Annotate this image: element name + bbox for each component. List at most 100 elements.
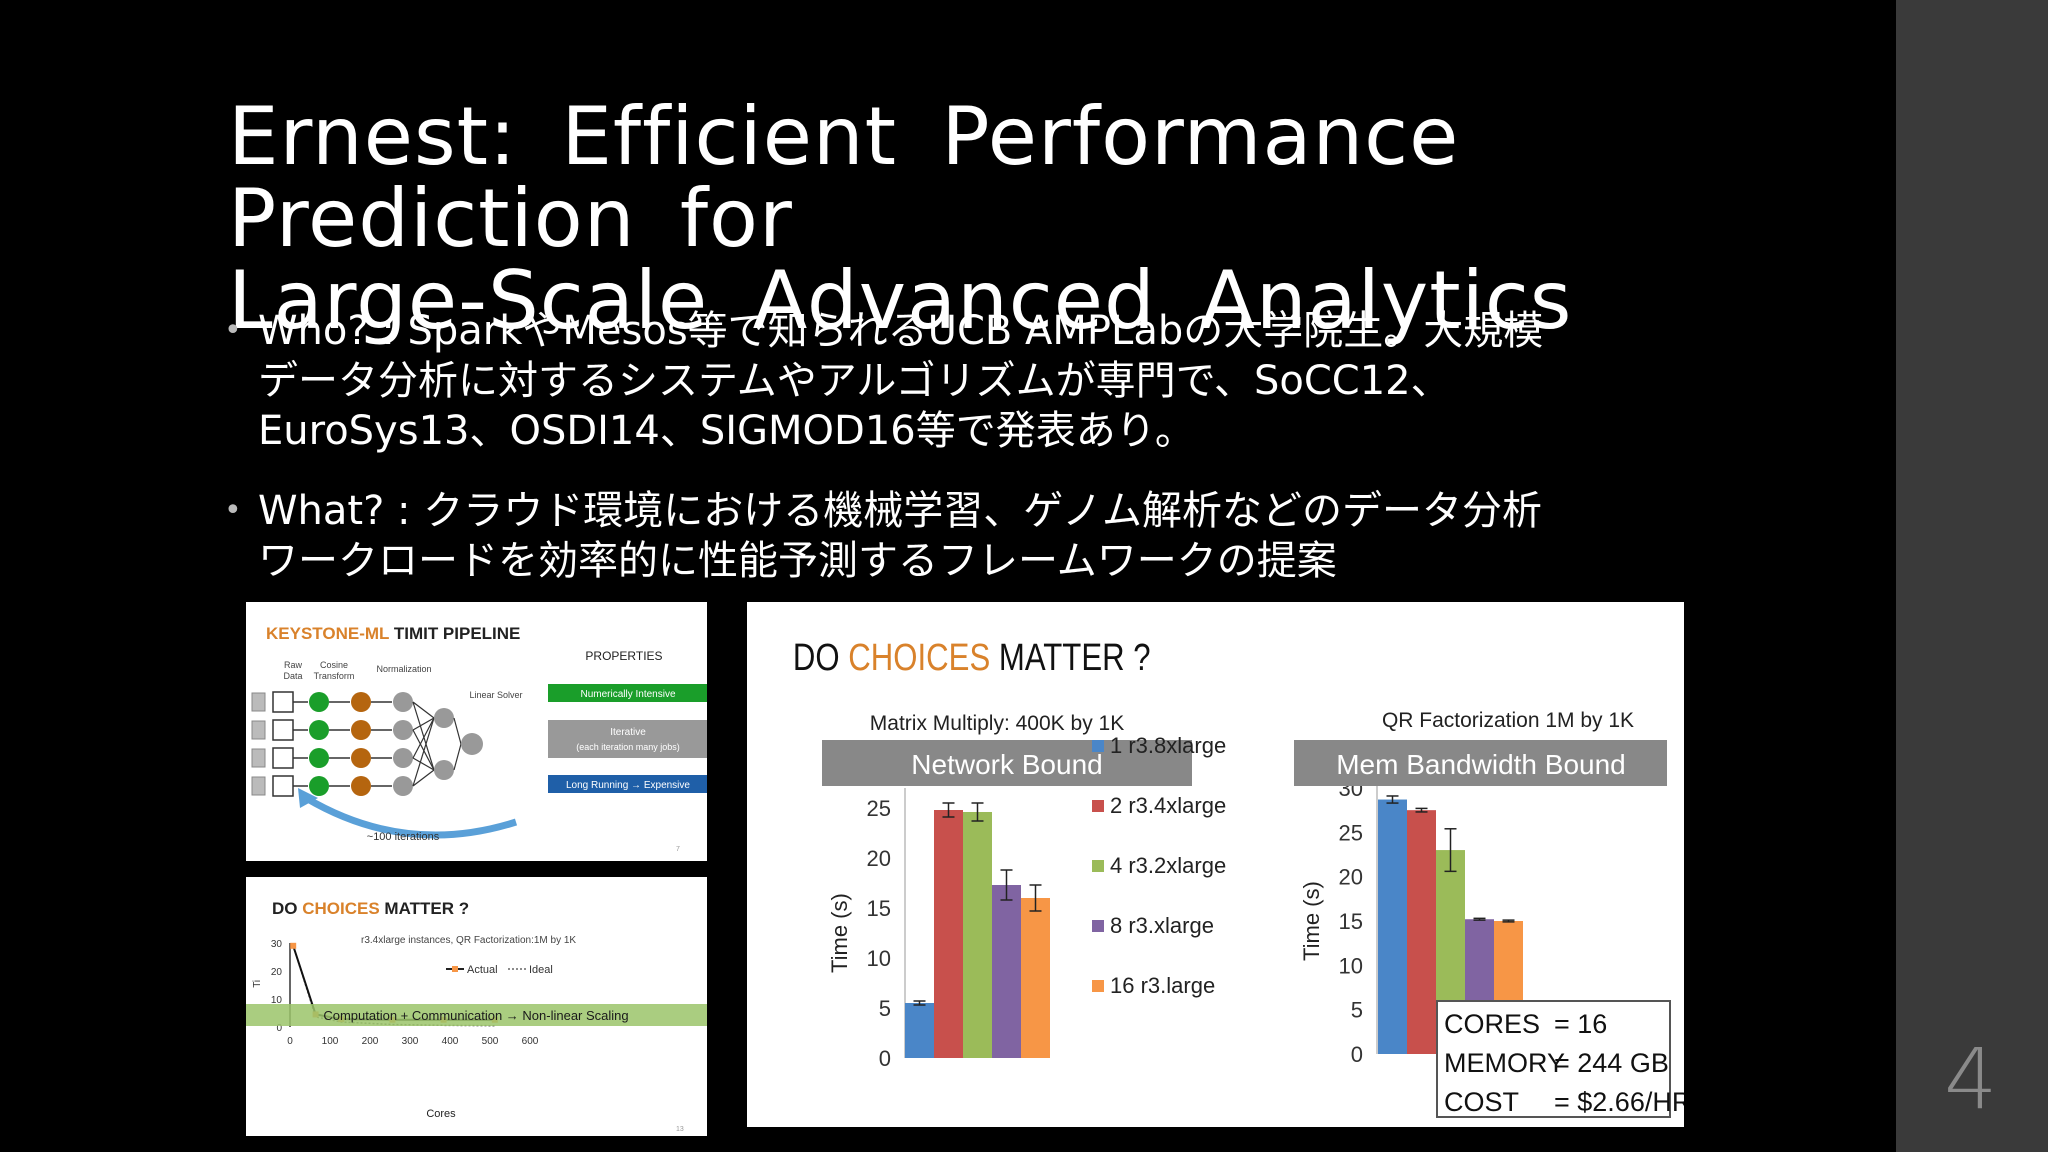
col-label: Linear Solver — [469, 690, 522, 700]
y-tick-label: 15 — [1339, 909, 1363, 934]
small-chart-subtitle: r3.4xlarge instances, QR Factorization:1… — [361, 935, 576, 946]
bullet-line: ワークロードを効率的に性能予測するフレームワークの提案 — [258, 538, 1337, 584]
bar — [1378, 799, 1407, 1054]
norm-out-node — [393, 748, 413, 768]
prop-long-running — [548, 775, 707, 793]
legend-swatch — [1092, 800, 1104, 812]
cosine-node — [309, 748, 329, 768]
mem-bound-text: Mem Bandwidth Bound — [1336, 749, 1626, 780]
prop-label: Iterative — [610, 727, 646, 738]
legend-label: 1 r3.8xlarge — [1110, 733, 1226, 758]
y-tick-label: 5 — [879, 996, 891, 1021]
presenter-sidebar — [1896, 0, 2048, 1152]
small-chart-title: DO CHOICES MATTER ? — [272, 899, 469, 918]
legend-swatch — [1092, 860, 1104, 872]
data-box — [272, 691, 294, 713]
small-ylabel: Ti — [252, 980, 263, 988]
info-key-cost: COST — [1444, 1087, 1519, 1117]
legend-swatch — [1092, 920, 1104, 932]
solver-edge — [412, 701, 435, 771]
bullet-line: データ分析に対するシステムやアルゴリズムが専門で、SoCC12、 — [258, 358, 1451, 404]
x-tick-label: 500 — [482, 1036, 499, 1047]
network-bound-text: Network Bound — [911, 749, 1102, 780]
legend-label: 4 r3.2xlarge — [1110, 853, 1226, 878]
col-label: Cosine — [320, 660, 348, 670]
info-value-cores: = 16 — [1554, 1009, 1607, 1039]
norm-out-node — [393, 720, 413, 740]
data-box — [272, 775, 294, 797]
keystone-title: KEYSTONE-ML TIMIT PIPELINE — [266, 624, 520, 643]
y-axis-label: Time (s) — [1299, 881, 1324, 961]
solver-edge — [412, 717, 435, 731]
x-tick-label: 0 — [287, 1036, 293, 1047]
legend-swatch — [1092, 980, 1104, 992]
slide-title: Ernest: Efficient Performance Prediction… — [228, 96, 1828, 342]
info-value-cost: = $2.66/HR — [1554, 1087, 1684, 1117]
small-xlabel: Cores — [426, 1108, 456, 1120]
slide-number: 7 — [676, 846, 680, 853]
right-subtitle: QR Factorization 1M by 1K — [1382, 709, 1634, 732]
col-label: Normalization — [376, 664, 431, 674]
legend-marker-icon — [452, 966, 458, 972]
legend-label: 8 r3.xlarge — [1110, 913, 1214, 938]
legend-swatch — [1092, 740, 1104, 752]
bar — [992, 885, 1021, 1058]
scaling-banner — [246, 1004, 707, 1026]
y-tick-label: 25 — [1339, 820, 1363, 845]
col-label: Data — [283, 671, 302, 681]
data-box — [272, 747, 294, 769]
prop-numerically-intensive — [548, 684, 707, 702]
solver-edge — [412, 701, 435, 719]
arrow-head-icon — [298, 788, 318, 808]
server-icon — [251, 720, 266, 740]
bullet-dot-icon: • — [224, 313, 242, 348]
solver-edge — [412, 717, 435, 759]
keystone-pipeline-image: KEYSTONE-ML TIMIT PIPELINE Raw Data Cosi… — [246, 602, 707, 861]
col-label: Transform — [314, 671, 355, 681]
title-line-1: Ernest: Efficient Performance Prediction… — [228, 90, 1460, 265]
norm-node — [351, 692, 371, 712]
bar — [1021, 898, 1050, 1058]
y-tick-label: 20 — [1339, 865, 1363, 890]
y-tick-label: 15 — [867, 896, 891, 921]
bullet-who: • Who? : SparkやMesos等で知られるUCB AMPLabの大学院… — [224, 306, 1678, 456]
prop-label: Numerically Intensive — [580, 689, 675, 700]
y-tick-label: 0 — [276, 1023, 282, 1034]
norm-out-node — [393, 692, 413, 712]
solver-node — [434, 708, 454, 728]
server-icon — [251, 748, 266, 768]
y-axis-label: Time (s) — [827, 893, 852, 973]
y-tick-label: 25 — [867, 796, 891, 821]
server-icon — [251, 776, 266, 796]
y-tick-label: 30 — [271, 939, 283, 950]
slide: Ernest: Efficient Performance Prediction… — [224, 95, 1828, 1136]
col-label: Raw — [284, 660, 303, 670]
norm-node — [351, 748, 371, 768]
y-tick-label: 0 — [879, 1046, 891, 1071]
left-subtitle: Matrix Multiply: 400K by 1K — [870, 712, 1124, 735]
legend-ideal: Ideal — [529, 964, 553, 976]
bullet-line: EuroSys13、OSDI14、SIGMOD16等で発表あり。 — [258, 408, 1195, 454]
y-tick-label: 0 — [1351, 1042, 1363, 1067]
info-key-cores: CORES — [1444, 1009, 1540, 1039]
cosine-node — [309, 692, 329, 712]
output-node — [461, 733, 483, 755]
bar — [934, 810, 963, 1058]
solver-edge — [412, 757, 435, 771]
info-value-memory: = 244 GB — [1554, 1048, 1669, 1078]
prop-label: (each iteration many jobs) — [576, 742, 680, 752]
bullet-line: Who? : SparkやMesos等で知られるUCB AMPLabの大学院生。… — [258, 308, 1544, 354]
norm-node — [351, 776, 371, 796]
pipeline-rows — [251, 691, 483, 797]
legend-label: 2 r3.4xlarge — [1110, 793, 1226, 818]
legend-actual: Actual — [467, 964, 498, 976]
slide-number: 13 — [676, 1126, 684, 1133]
left-bar-chart: 25 20 15 10 5 0 Time (s) — [827, 788, 1050, 1071]
instance-info-box — [1436, 1000, 1671, 1118]
solver-edge — [412, 769, 435, 787]
iteration-arrow — [304, 794, 518, 839]
y-tick-label: 20 — [271, 967, 283, 978]
small-scaling-chart-image: DO CHOICES MATTER ? r3.4xlarge instances… — [246, 877, 707, 1136]
prop-label: Long Running → Expensive — [566, 780, 690, 791]
